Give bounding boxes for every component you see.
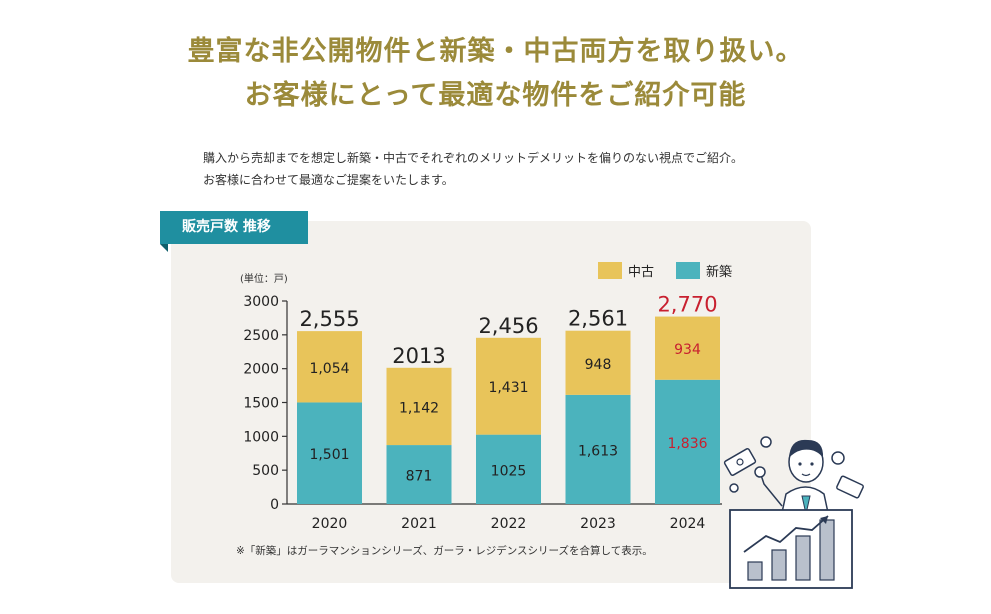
growth-chart-board-icon [729, 509, 853, 589]
total-value-label: 2013 [392, 344, 445, 368]
bar-segment [565, 394, 631, 504]
x-tick-label: 2022 [491, 516, 527, 532]
bar-value-label: 934 [674, 342, 701, 358]
intro-text: 購入から売却までを想定し新築・中古でそれぞれのメリットデメリットを偏りのない視点… [203, 147, 743, 191]
headline-line-1: 豊富な非公開物件と新築・中古両方を取り扱い。 [187, 36, 804, 67]
legend-label: 新築 [706, 264, 732, 280]
bar-value-label: 1,054 [309, 361, 349, 377]
intro-line-1: 購入から売却までを想定し新築・中古でそれぞれのメリットデメリットを偏りのない視点… [203, 151, 744, 165]
x-tick-label: 2023 [580, 516, 616, 532]
bar-segment [297, 402, 362, 504]
y-tick-label: 1000 [243, 429, 279, 445]
banknote-icon [836, 475, 864, 499]
legend-swatch [598, 262, 622, 279]
coin-icon [729, 483, 739, 493]
bar-segment [297, 331, 362, 403]
bar-value-label: 1,431 [488, 380, 528, 396]
y-tick-label: 3000 [243, 294, 279, 310]
bar-segment [565, 330, 631, 395]
legend-label: 中古 [628, 265, 654, 280]
section-tab-notch [160, 244, 168, 252]
headline: 豊富な非公開物件と新築・中古両方を取り扱い。 お客様にとって最適な物件をご紹介可… [0, 30, 991, 118]
y-tick-label: 2000 [243, 362, 279, 378]
bar-segment [476, 434, 541, 504]
footnote: ※「新築」はガーラマンションシリーズ、ガーラ・レジデンスシリーズを合算して表示。 [236, 545, 653, 557]
bar-value-label: 1,501 [309, 447, 349, 463]
businessman-with-growth-chart-illustration [723, 436, 864, 589]
x-tick-label: 2021 [401, 516, 437, 532]
legend-swatch [676, 262, 700, 279]
bar-value-label: 1,142 [399, 400, 439, 416]
bar-value-label: 1025 [491, 463, 527, 479]
bar-value-label: 948 [585, 357, 612, 373]
bar-segment [655, 316, 720, 380]
total-value-label: 2,561 [568, 307, 628, 331]
total-value-label: 2,555 [299, 307, 359, 331]
bar-value-label: 871 [406, 469, 433, 485]
coin-icon [760, 436, 772, 448]
unit-label: (単位：戸) [240, 272, 288, 285]
y-tick-label: 1500 [243, 396, 279, 412]
y-tick-label: 2500 [243, 328, 279, 344]
y-tick-label: 500 [252, 463, 279, 479]
x-tick-label: 2020 [312, 516, 348, 532]
total-value-label: 2,456 [478, 314, 538, 338]
bar-value-label: 1,613 [578, 443, 618, 459]
bar-segment [655, 379, 720, 504]
total-value-label: 2,770 [657, 293, 717, 317]
bar-segment [386, 367, 452, 446]
section-tab: 販売戸数 推移 [160, 211, 308, 244]
bar-segment [386, 445, 452, 504]
x-tick-label: 2024 [670, 516, 706, 532]
banknote-icon [723, 448, 757, 476]
headline-line-2: お客様にとって最適な物件をご紹介可能 [244, 80, 747, 111]
intro-line-2: お客様に合わせて最適なご提案をいたします。 [203, 173, 454, 187]
bar-value-label: 1,836 [667, 436, 707, 452]
y-tick-label: 0 [270, 497, 279, 513]
bar-segment [476, 337, 541, 435]
coin-icon [831, 451, 845, 465]
